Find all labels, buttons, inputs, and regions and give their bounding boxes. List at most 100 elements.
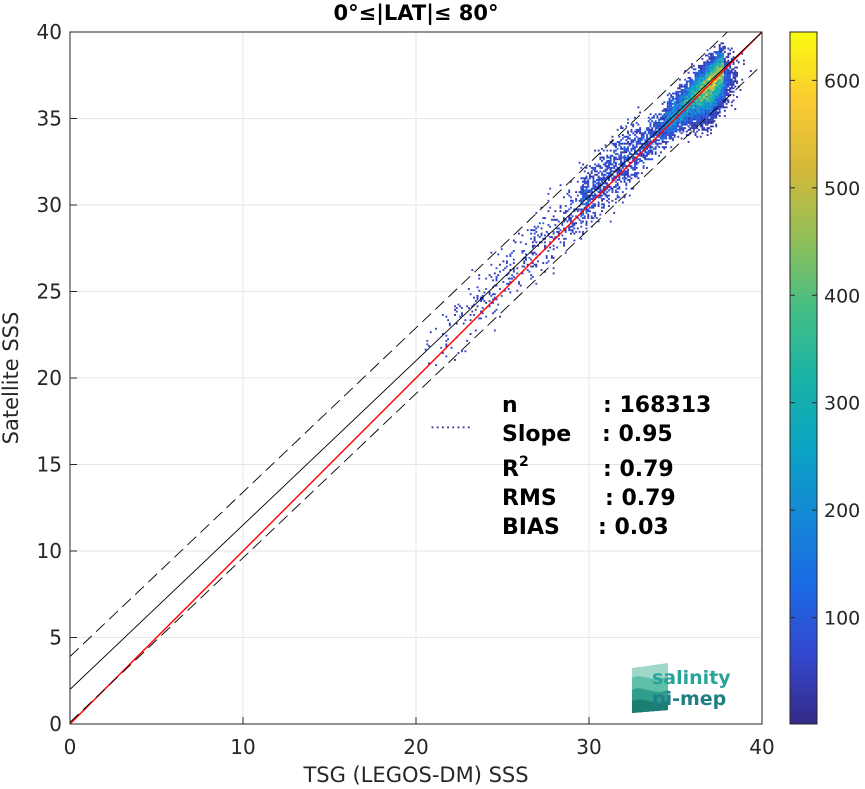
- density-cell: [618, 156, 621, 159]
- density-cell: [569, 232, 572, 235]
- density-cell: [682, 121, 685, 124]
- density-cell: [684, 115, 687, 117]
- density-cell: [701, 66, 704, 69]
- density-cell: [713, 80, 716, 83]
- density-cell: [680, 115, 683, 117]
- density-cell: [592, 196, 595, 199]
- density-cell: [616, 191, 619, 194]
- density-cell: [685, 121, 688, 124]
- density-cell: [704, 75, 707, 78]
- density-cell: [720, 101, 723, 104]
- density-cell: [718, 76, 721, 79]
- density-cell: [495, 308, 498, 311]
- density-cell: [585, 194, 588, 197]
- density-cell: [566, 192, 569, 195]
- density-cell: [597, 172, 600, 175]
- density-cell: [604, 168, 607, 171]
- density-cell: [590, 220, 593, 223]
- density-cell: [618, 142, 621, 145]
- density-cell: [668, 101, 671, 104]
- density-cell: [722, 61, 725, 64]
- density-cell: [701, 78, 704, 81]
- density-cell: [445, 343, 448, 346]
- density-cell: [632, 166, 635, 169]
- x-tick-label: 20: [403, 735, 428, 759]
- density-cell: [708, 109, 711, 112]
- density-cell: [730, 87, 733, 90]
- density-cell: [568, 215, 571, 218]
- density-cell: [616, 170, 619, 173]
- density-cell: [717, 83, 719, 86]
- density-cell: [715, 82, 718, 85]
- density-cell: [704, 116, 707, 119]
- density-cell: [685, 94, 688, 97]
- density-cell: [694, 106, 697, 109]
- density-cell: [711, 52, 714, 55]
- density-cell: [729, 64, 732, 67]
- density-cell: [710, 115, 712, 117]
- density-cell: [587, 208, 590, 211]
- density-cell: [708, 102, 711, 105]
- density-cell: [632, 146, 635, 149]
- density-cell: [732, 56, 735, 59]
- density-cell: [699, 106, 702, 109]
- density-cell: [488, 274, 491, 277]
- density-cell: [531, 241, 534, 244]
- density-cell: [599, 194, 602, 197]
- density-cell: [457, 352, 460, 354]
- density-cell: [727, 85, 730, 88]
- density-cell: [727, 92, 730, 95]
- density-cell: [606, 149, 609, 152]
- density-cell: [633, 156, 636, 159]
- density-cell: [706, 80, 709, 83]
- density-cell: [509, 277, 512, 280]
- density-cell: [736, 80, 738, 83]
- density-cell: [632, 144, 635, 147]
- density-cell: [691, 82, 693, 85]
- density-cell: [640, 132, 643, 135]
- y-tick-label: 40: [37, 20, 62, 44]
- density-cell: [675, 128, 678, 131]
- density-cell: [644, 139, 647, 142]
- density-cell: [620, 180, 623, 183]
- density-cell: [718, 59, 721, 62]
- density-cell: [467, 426, 470, 429]
- density-cell: [711, 61, 714, 64]
- density-cell: [651, 153, 654, 155]
- density-cell: [542, 222, 545, 225]
- density-cell: [723, 47, 726, 50]
- y-tick-label: 20: [37, 366, 62, 390]
- density-cell: [604, 194, 607, 197]
- density-cell: [590, 187, 593, 190]
- density-cell: [694, 89, 697, 91]
- density-cell: [637, 158, 640, 161]
- density-cell: [471, 310, 474, 313]
- density-cell: [663, 147, 666, 150]
- density-cell: [723, 75, 726, 78]
- density-cell: [599, 213, 602, 216]
- density-cell: [720, 82, 723, 85]
- density-cell: [708, 90, 711, 93]
- density-cell: [599, 177, 602, 180]
- density-cell: [692, 87, 695, 90]
- density-cell: [703, 75, 706, 78]
- density-cell: [680, 128, 683, 131]
- density-cell: [675, 92, 678, 95]
- density-cell: [691, 118, 693, 121]
- density-cell: [675, 90, 678, 93]
- density-cell: [467, 288, 470, 290]
- density-cell: [573, 224, 576, 226]
- density-cell: [699, 116, 702, 119]
- density-cell: [666, 116, 669, 119]
- density-cell: [647, 120, 650, 123]
- density-cell: [666, 111, 669, 114]
- density-cell: [659, 142, 662, 145]
- density-cell: [715, 106, 718, 109]
- density-cell: [710, 101, 712, 104]
- density-cell: [649, 149, 652, 152]
- density-cell: [580, 237, 583, 240]
- density-cell: [583, 192, 586, 195]
- density-cell: [561, 224, 564, 226]
- density-cell: [578, 230, 581, 233]
- density-cell: [718, 64, 721, 67]
